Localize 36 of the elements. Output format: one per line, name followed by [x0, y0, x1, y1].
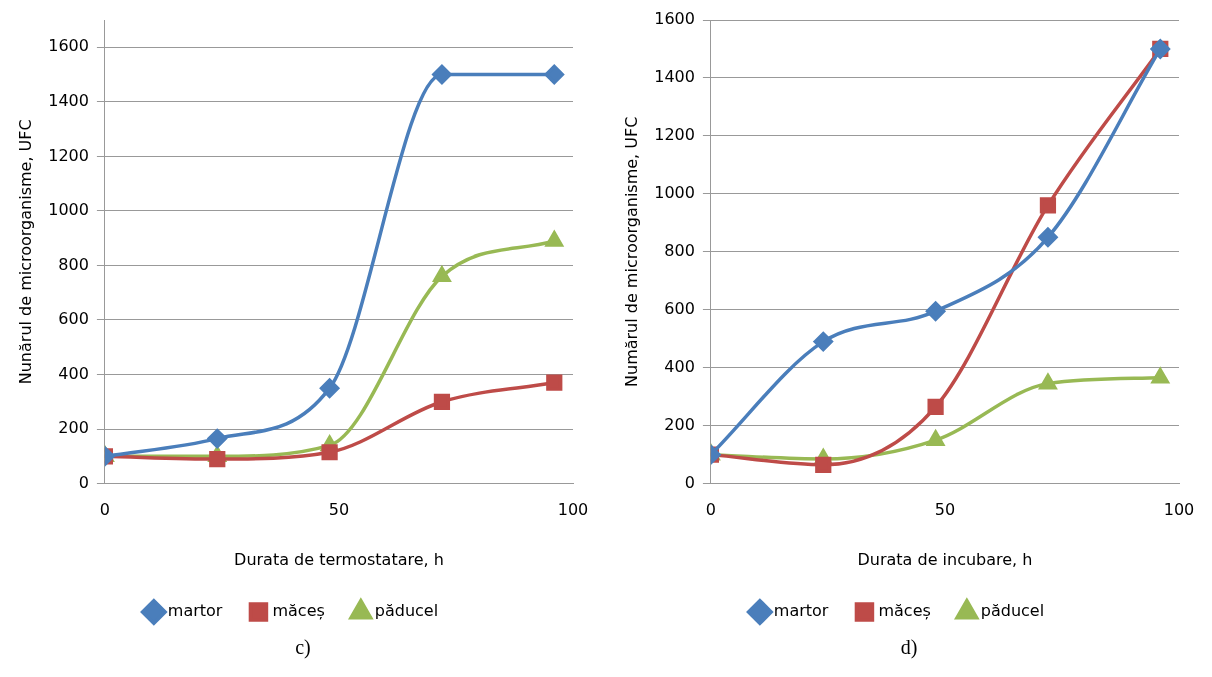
y-tick-label: 1400: [48, 90, 89, 110]
x-tick-label: 50: [934, 500, 956, 520]
y-tick-label: 200: [664, 414, 695, 434]
y-tick-label: 1200: [48, 145, 89, 165]
y-tick-label: 1600: [48, 36, 89, 56]
legend-label: martor: [167, 601, 223, 621]
x-tick-label: 0: [705, 500, 717, 520]
y-tick-label: 1000: [654, 183, 695, 203]
x-tick-label: 100: [557, 500, 589, 520]
legend-label: păducel: [374, 601, 439, 621]
y-tick-label: 0: [684, 472, 695, 492]
legend-label: măceș: [272, 601, 325, 621]
y-tick-label: 400: [58, 363, 89, 383]
y-axis-title: Nunărul de microorganisme, UFC: [15, 119, 35, 385]
y-tick-label: 800: [58, 254, 89, 274]
y-tick-label: 1200: [654, 125, 695, 145]
y-tick-label: 600: [664, 298, 695, 318]
y-tick-label: 1000: [48, 200, 89, 220]
x-tick-label: 0: [99, 500, 111, 520]
x-tick-label: 50: [328, 500, 350, 520]
y-tick-label: 1400: [654, 67, 695, 87]
y-tick-label: 800: [664, 240, 695, 260]
x-axis-title: Durata de termostatare, h: [234, 549, 444, 569]
legend-label: măceș: [878, 601, 931, 621]
x-axis-title: Durata de incubare, h: [857, 549, 1033, 569]
y-tick-label: 600: [58, 309, 89, 329]
text: c): [295, 636, 311, 659]
text: d): [900, 636, 918, 659]
legend-label: martor: [773, 601, 829, 621]
x-tick-label: 100: [1163, 500, 1195, 520]
y-tick-label: 400: [664, 356, 695, 376]
y-tick-label: 0: [78, 472, 89, 492]
y-axis-title: Numărul de microorganisme, UFC: [621, 116, 641, 387]
y-tick-label: 200: [58, 418, 89, 438]
y-tick-label: 1600: [654, 9, 695, 29]
legend-label: păducel: [980, 601, 1045, 621]
